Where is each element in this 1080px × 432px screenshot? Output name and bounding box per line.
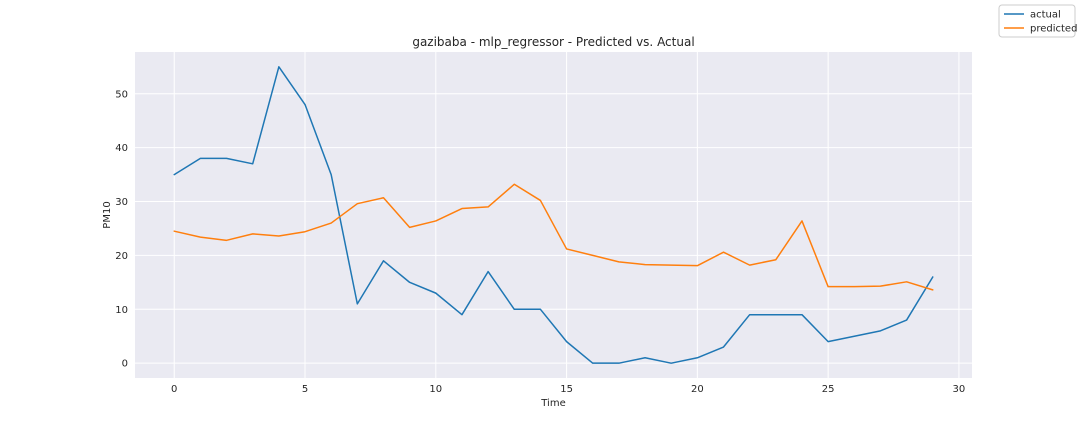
y-tick-label: 20 — [115, 251, 128, 262]
legend: actual predicted — [998, 4, 1077, 38]
y-tick-label: 50 — [115, 89, 128, 100]
plot-area — [135, 52, 972, 378]
x-tick-label: 15 — [560, 384, 573, 395]
x-tick-label: 0 — [171, 384, 177, 395]
series-line-actual — [173, 66, 934, 364]
y-tick-label: 30 — [115, 197, 128, 208]
x-tick-label: 10 — [429, 384, 442, 395]
y-tick-label: 40 — [115, 143, 128, 154]
legend-label-predicted: predicted — [1030, 24, 1077, 35]
y-tick-label: 10 — [115, 305, 128, 316]
grid — [135, 52, 972, 378]
y-tick-label: 0 — [122, 359, 128, 370]
series — [173, 66, 934, 364]
series-line-predicted — [173, 183, 934, 291]
chart-title: gazibaba - mlp_regressor - Predicted vs.… — [412, 35, 694, 49]
legend-label-actual: actual — [1030, 10, 1061, 21]
legend-box — [998, 4, 1076, 38]
x-tick-label: 20 — [691, 384, 704, 395]
x-tick-label: 5 — [302, 384, 308, 395]
y-axis-label: PM10 — [102, 201, 113, 228]
x-axis-label: Time — [540, 398, 565, 409]
x-tick-label: 25 — [822, 384, 835, 395]
x-tick-label: 30 — [953, 384, 966, 395]
ticks: 0 5 10 15 20 25 30 0 10 20 30 40 50 — [115, 89, 965, 395]
